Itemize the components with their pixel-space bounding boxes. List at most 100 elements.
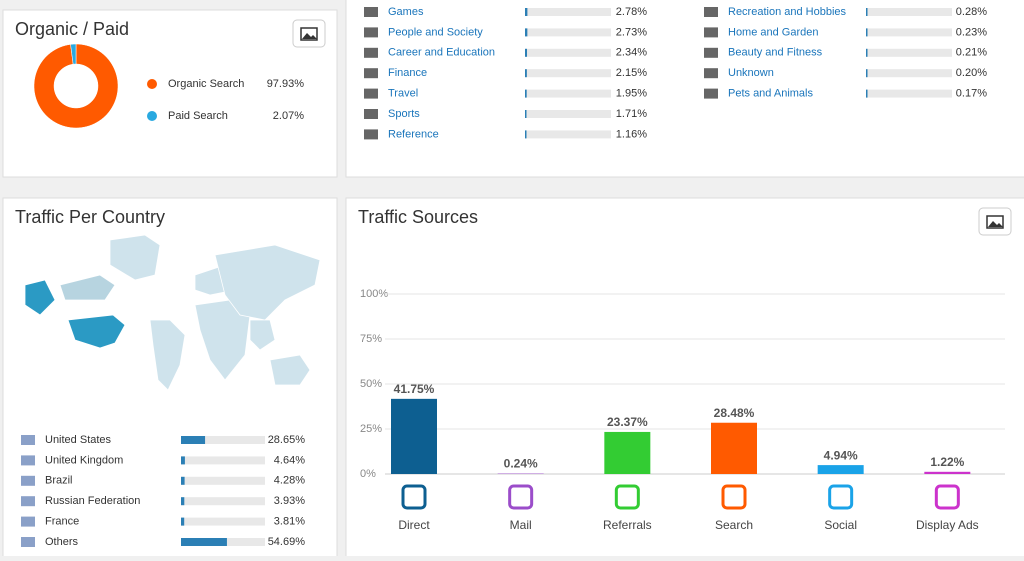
row-icon <box>21 476 35 486</box>
row-icon <box>364 48 378 58</box>
row-value: 54.69% <box>268 536 306 548</box>
row-value: 2.15% <box>616 67 647 79</box>
row-label[interactable]: Reference <box>388 128 439 140</box>
bar-track <box>866 28 952 36</box>
bar-track <box>525 130 611 138</box>
bar <box>525 8 527 16</box>
bar <box>866 49 868 57</box>
value-label: 4.94% <box>824 448 858 462</box>
row-icon <box>21 537 35 547</box>
row-label[interactable]: Games <box>388 6 424 18</box>
row-icon <box>704 27 718 37</box>
bar <box>181 456 185 464</box>
bar <box>818 465 864 474</box>
row-label[interactable]: Sports <box>388 108 420 120</box>
bar-track <box>525 90 611 98</box>
x-tick-label: Display Ads <box>916 518 979 532</box>
legend-label: Paid Search <box>168 110 228 122</box>
bar <box>181 538 227 546</box>
row-value: 0.23% <box>956 26 987 38</box>
bar-track <box>181 518 265 526</box>
bar <box>525 110 527 118</box>
row-icon <box>364 27 378 37</box>
row-value: 2.73% <box>616 26 647 38</box>
bar <box>525 49 527 57</box>
bar <box>866 90 868 98</box>
row-value: 4.28% <box>274 475 305 487</box>
row-icon <box>704 89 718 99</box>
row-label: Brazil <box>45 475 73 487</box>
panel-title: Organic / Paid <box>15 19 129 39</box>
row-label: United States <box>45 434 112 446</box>
x-tick-label: Social <box>824 518 857 532</box>
panel <box>346 198 1024 556</box>
y-tick-label: 75% <box>360 333 382 345</box>
y-tick-label: 50% <box>360 378 382 390</box>
row-icon <box>21 455 35 465</box>
bar-track <box>525 8 611 16</box>
bar <box>924 472 970 474</box>
bar <box>711 423 757 474</box>
row-label[interactable]: Beauty and Fitness <box>728 47 823 59</box>
bar <box>181 518 184 526</box>
legend-label: Organic Search <box>168 78 244 90</box>
row-value: 2.78% <box>616 6 647 18</box>
row-label[interactable]: Pets and Animals <box>728 88 813 100</box>
bar-track <box>866 90 952 98</box>
row-value: 1.71% <box>616 108 647 120</box>
image-button[interactable] <box>979 208 1011 235</box>
panel-title: Traffic Sources <box>358 207 478 227</box>
row-value: 28.65% <box>268 434 306 446</box>
y-tick-label: 100% <box>360 288 388 300</box>
bar-track <box>181 497 265 505</box>
bar <box>525 69 527 77</box>
row-label[interactable]: People and Society <box>388 26 483 38</box>
bar-track <box>866 69 952 77</box>
row-value: 0.28% <box>956 6 987 18</box>
row-value: 3.93% <box>274 495 305 507</box>
row-icon <box>364 68 378 78</box>
legend-swatch <box>147 79 157 89</box>
row-icon <box>364 7 378 17</box>
row-value: 0.17% <box>956 88 987 100</box>
value-label: 1.22% <box>930 455 964 469</box>
row-label: United Kingdom <box>45 454 123 466</box>
bar <box>866 69 868 77</box>
value-label: 41.75% <box>394 382 435 396</box>
row-icon <box>704 68 718 78</box>
bar <box>525 90 527 98</box>
row-icon <box>364 129 378 139</box>
row-label[interactable]: Travel <box>388 88 418 100</box>
value-label: 23.37% <box>607 415 648 429</box>
value-label: 0.24% <box>504 457 538 471</box>
row-value: 3.81% <box>274 516 305 528</box>
row-label[interactable]: Unknown <box>728 67 774 79</box>
row-icon <box>21 496 35 506</box>
row-value: 1.16% <box>616 128 647 140</box>
row-label[interactable]: Recreation and Hobbies <box>728 6 847 18</box>
y-tick-label: 0% <box>360 468 376 480</box>
legend-value: 2.07% <box>273 110 304 122</box>
image-button[interactable] <box>293 20 325 47</box>
row-icon <box>704 7 718 17</box>
row-value: 1.95% <box>616 88 647 100</box>
bar-track <box>181 477 265 485</box>
bar <box>391 399 437 474</box>
bar <box>866 28 868 36</box>
bar <box>181 436 205 444</box>
bar <box>604 432 650 474</box>
bar-track <box>525 110 611 118</box>
row-value: 0.20% <box>956 67 987 79</box>
row-value: 0.21% <box>956 47 987 59</box>
row-label[interactable]: Home and Garden <box>728 26 819 38</box>
x-tick-label: Mail <box>510 518 532 532</box>
row-label[interactable]: Career and Education <box>388 47 495 59</box>
row-value: 4.64% <box>274 454 305 466</box>
value-label: 28.48% <box>714 406 755 420</box>
bar <box>181 497 184 505</box>
y-tick-label: 25% <box>360 423 382 435</box>
row-label[interactable]: Finance <box>388 67 427 79</box>
bar <box>181 477 185 485</box>
